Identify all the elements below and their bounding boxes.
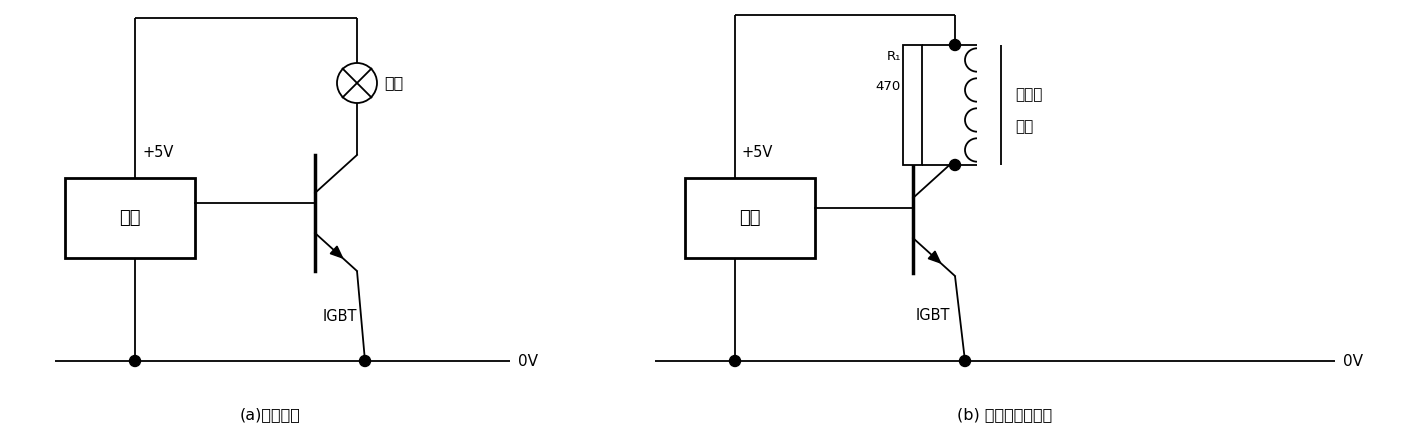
Bar xyxy=(65,178,195,258)
Circle shape xyxy=(960,355,971,366)
Text: 线圈: 线圈 xyxy=(1014,120,1033,135)
Text: 逻辑: 逻辑 xyxy=(119,209,140,227)
Text: 逻辑: 逻辑 xyxy=(739,209,760,227)
Text: 继电器: 继电器 xyxy=(1014,87,1043,103)
Text: (b) 驱动继电器负载: (b) 驱动继电器负载 xyxy=(957,407,1052,423)
Circle shape xyxy=(729,355,740,366)
Text: 470: 470 xyxy=(875,80,901,93)
Text: (a)驱动车灯: (a)驱动车灯 xyxy=(240,407,301,423)
Text: 车灯: 车灯 xyxy=(384,75,403,90)
Bar xyxy=(903,45,923,165)
Polygon shape xyxy=(330,246,343,258)
Text: 0V: 0V xyxy=(518,353,538,368)
Bar xyxy=(686,178,815,258)
Circle shape xyxy=(360,355,371,366)
Circle shape xyxy=(950,39,961,51)
Circle shape xyxy=(129,355,140,366)
Circle shape xyxy=(950,159,961,171)
Polygon shape xyxy=(929,251,940,263)
Text: IGBT: IGBT xyxy=(916,308,950,323)
Text: +5V: +5V xyxy=(142,145,173,160)
Text: +5V: +5V xyxy=(742,145,773,160)
Text: R₁: R₁ xyxy=(887,50,901,63)
Text: 0V: 0V xyxy=(1343,353,1363,368)
Text: IGBT: IGBT xyxy=(323,309,357,324)
